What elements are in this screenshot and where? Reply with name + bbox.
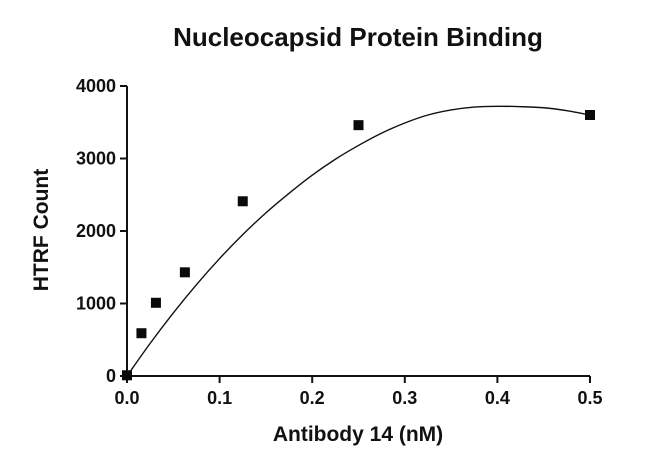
x-tick-label: 0.5 bbox=[577, 388, 602, 408]
y-axis-title: HTRF Count bbox=[30, 169, 53, 291]
fit-curve bbox=[126, 105, 591, 377]
x-tick-label: 0.2 bbox=[300, 388, 325, 408]
data-point bbox=[353, 120, 364, 131]
x-axis-title: Antibody 14 (nM) bbox=[273, 423, 443, 446]
y-tick-label: 0 bbox=[106, 366, 116, 386]
x-tick-label: 0.3 bbox=[392, 388, 417, 408]
x-tick-label: 0.0 bbox=[114, 388, 139, 408]
data-point bbox=[150, 297, 161, 308]
y-ticks: 0 1000 2000 3000 4000 bbox=[76, 76, 127, 386]
x-ticks: 0.0 0.1 0.2 0.3 0.4 0.5 bbox=[114, 376, 603, 408]
y-tick-label: 4000 bbox=[76, 76, 116, 96]
data-point bbox=[122, 370, 132, 381]
chart-title: Nucleocapsid Protein Binding bbox=[173, 22, 543, 52]
data-point bbox=[237, 196, 248, 207]
data-point bbox=[136, 328, 147, 339]
y-tick-label: 1000 bbox=[76, 294, 116, 314]
y-tick-label: 2000 bbox=[76, 221, 116, 241]
y-tick-label: 3000 bbox=[76, 149, 116, 169]
data-point bbox=[585, 110, 595, 120]
x-tick-label: 0.1 bbox=[207, 388, 232, 408]
data-points bbox=[122, 110, 595, 381]
data-point bbox=[179, 267, 190, 278]
x-tick-label: 0.4 bbox=[485, 388, 510, 408]
axes: 0.0 0.1 0.2 0.3 0.4 0.5 0 1000 2000 3000 4000 bbox=[76, 76, 603, 408]
